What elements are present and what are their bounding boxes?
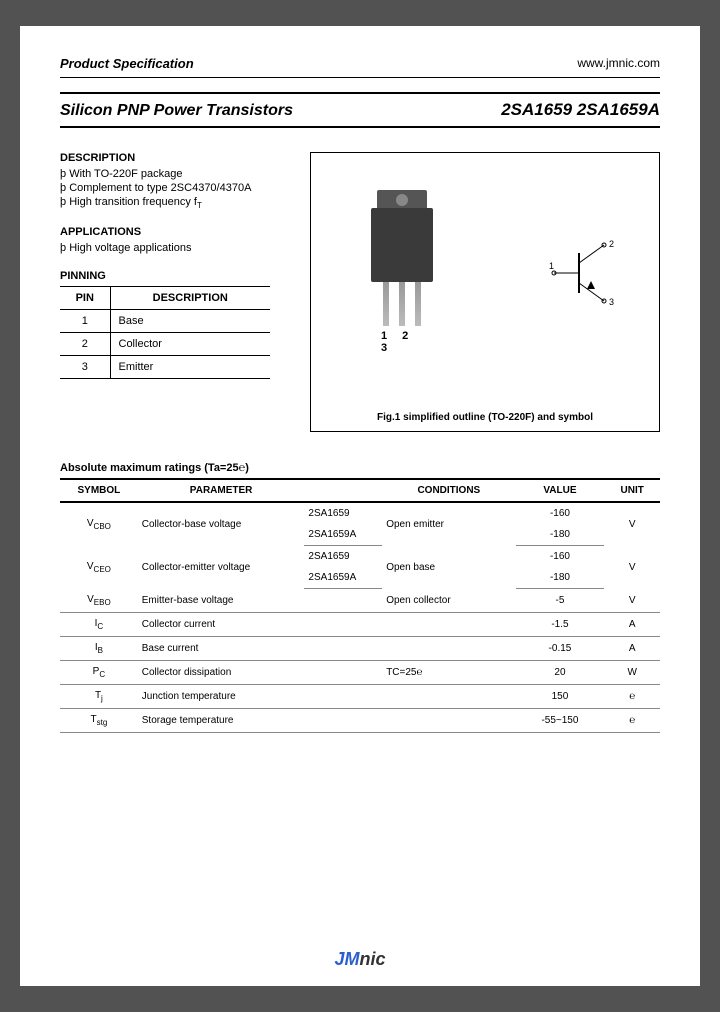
logo-nic: nic — [360, 949, 386, 969]
lead-icon — [399, 282, 405, 326]
pinning-heading: PINNING — [60, 270, 290, 282]
header-left: Product Specification — [60, 56, 194, 71]
package-diagram: 1 2 3 — [371, 208, 433, 282]
product-title: Silicon PNP Power Transistors — [60, 102, 293, 120]
desc-item: Complement to type 2SC4370/4370A — [60, 182, 290, 194]
left-column: DESCRIPTION With TO-220F package Complem… — [60, 152, 290, 432]
page-header: Product Specification www.jmnic.com — [60, 56, 660, 78]
table-row: PCCollector dissipationTC=25℮20W — [60, 660, 660, 684]
lead-icon — [415, 282, 421, 326]
col-pin: PIN — [60, 287, 110, 310]
footer-logo: JMnic — [20, 949, 700, 970]
package-body — [371, 208, 433, 282]
logo-j: J — [334, 949, 344, 969]
table-row: IBBase current-0.15A — [60, 636, 660, 660]
logo-m: M — [345, 949, 360, 969]
lead-icon — [383, 282, 389, 326]
table-header: PIN DESCRIPTION — [60, 287, 270, 310]
description-heading: DESCRIPTION — [60, 152, 290, 164]
desc-item: With TO-220F package — [60, 168, 290, 180]
desc-item: High transition frequency fT — [60, 196, 290, 210]
figure-box: 1 2 3 1 2 3 Fig.1 simplified outline — [310, 152, 660, 432]
pin-numbers: 1 2 3 — [381, 330, 433, 354]
table-row: VEBOEmitter-base voltageOpen collector-5… — [60, 589, 660, 613]
app-item: High voltage applications — [60, 242, 290, 254]
figure-caption: Fig.1 simplified outline (TO-220F) and s… — [311, 412, 659, 423]
table-row: 1Base — [60, 310, 270, 333]
datasheet-page: Product Specification www.jmnic.com Sili… — [20, 26, 700, 986]
table-row: VCEOCollector-emitter voltage2SA1659Open… — [60, 546, 660, 568]
description-list: With TO-220F package Complement to type … — [60, 168, 290, 210]
table-row: TjJunction temperature150℮ — [60, 684, 660, 708]
col-desc: DESCRIPTION — [110, 287, 270, 310]
package-hole — [396, 194, 408, 206]
title-row: Silicon PNP Power Transistors 2SA1659 2S… — [60, 92, 660, 128]
table-row: 2Collector — [60, 333, 270, 356]
table-header: SYMBOL PARAMETER CONDITIONS VALUE UNIT — [60, 479, 660, 502]
ratings-table: SYMBOL PARAMETER CONDITIONS VALUE UNIT V… — [60, 478, 660, 733]
top-section: DESCRIPTION With TO-220F package Complem… — [60, 152, 660, 432]
transistor-symbol: 1 2 3 — [549, 233, 629, 318]
pinning-table: PIN DESCRIPTION 1Base 2Collector 3Emitte… — [60, 286, 270, 379]
svg-text:3: 3 — [609, 297, 614, 307]
header-url: www.jmnic.com — [577, 56, 660, 71]
svg-text:1: 1 — [549, 261, 554, 271]
table-row: VCBOCollector-base voltage2SA1659Open em… — [60, 502, 660, 524]
svg-text:2: 2 — [609, 239, 614, 249]
ratings-heading: Absolute maximum ratings (Ta=25℮) — [60, 462, 660, 474]
table-row: 3Emitter — [60, 356, 270, 379]
table-row: TstgStorage temperature-55~150℮ — [60, 708, 660, 732]
applications-list: High voltage applications — [60, 242, 290, 254]
table-row: ICCollector current-1.5A — [60, 612, 660, 636]
applications-heading: APPLICATIONS — [60, 226, 290, 238]
part-numbers: 2SA1659 2SA1659A — [501, 100, 660, 120]
